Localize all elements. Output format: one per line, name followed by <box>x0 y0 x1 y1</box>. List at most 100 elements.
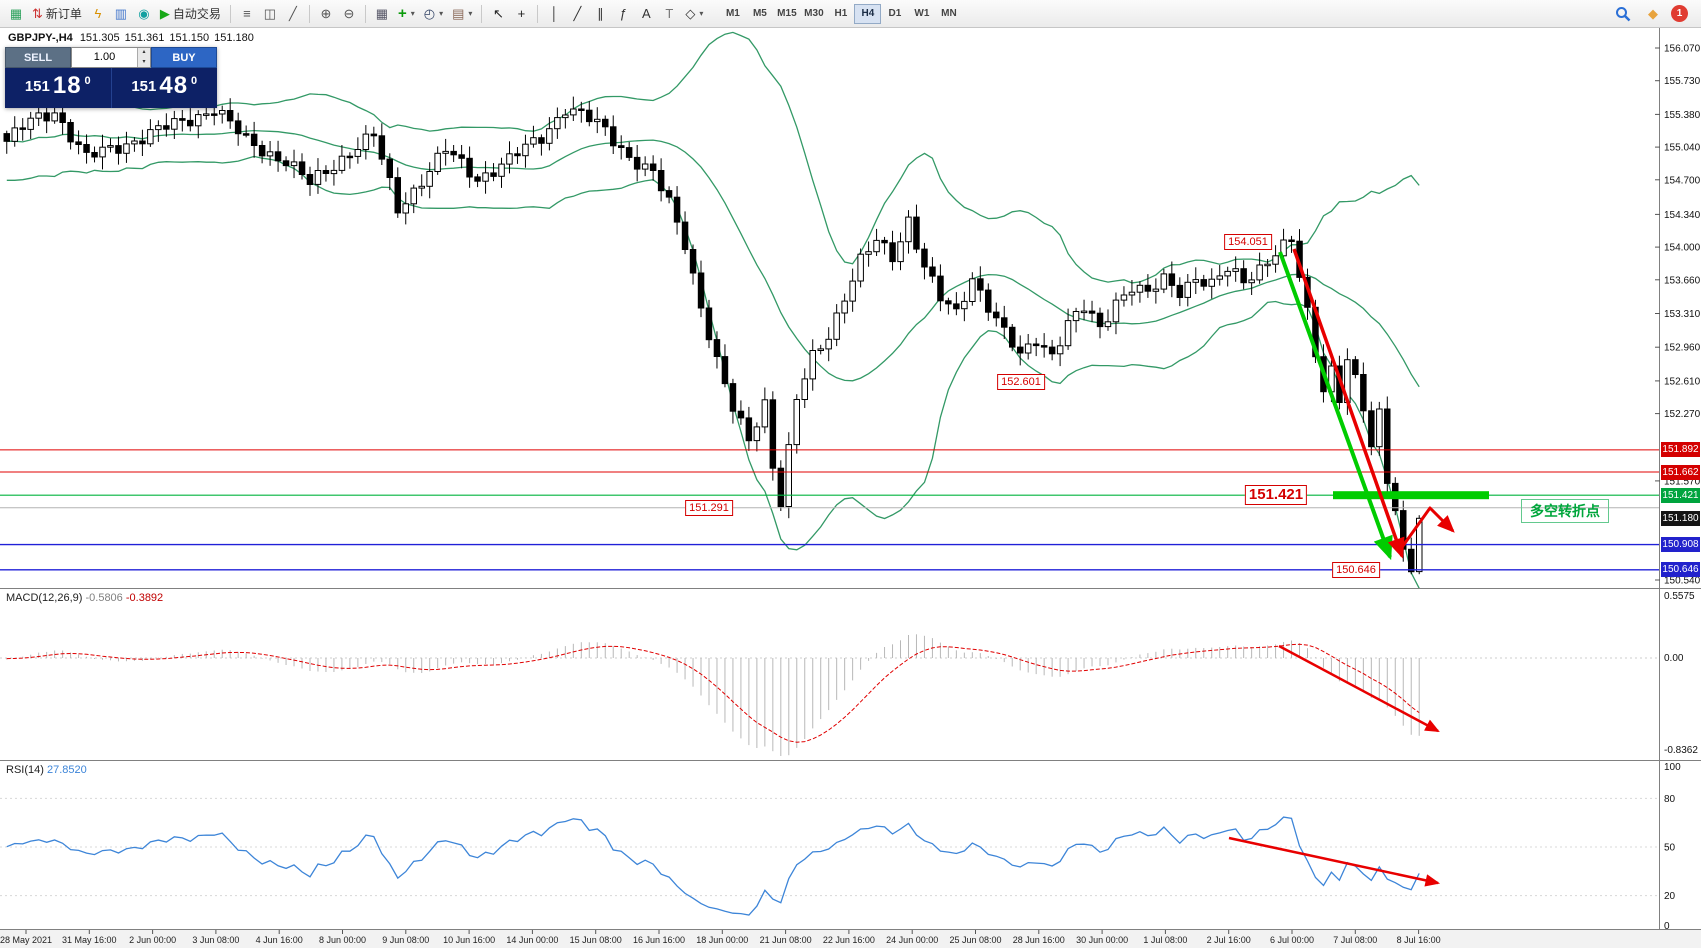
caret-icon: ▾ <box>699 9 704 18</box>
toolbar-group: ▦ + ▾ ◴ ▾ ▤ ▾ <box>371 3 476 25</box>
zoom-out-icon: ⊖ <box>343 6 355 21</box>
lot-size-input[interactable]: 1.00 ▴ ▾ <box>71 47 151 68</box>
svg-text:80: 80 <box>1664 794 1676 805</box>
timeframe-mn[interactable]: MN <box>941 8 957 19</box>
label-button[interactable]: T <box>658 3 680 25</box>
lot-increase-button[interactable]: ▴ <box>138 48 150 58</box>
crosshair-button[interactable]: + <box>510 3 532 25</box>
bid-price-display[interactable]: 151 18 0 <box>5 68 111 108</box>
svg-text:10 Jun 16:00: 10 Jun 16:00 <box>443 935 495 945</box>
channel-icon: ∥ <box>597 6 604 21</box>
toolbar-group: ▦ ⇅ 新订单 ϟ ▥ ◉ ▶ 自动交易 <box>5 3 225 25</box>
support-bar[interactable] <box>1333 491 1489 500</box>
vline-button[interactable]: │ <box>543 3 565 25</box>
timeframe-m30[interactable]: M30 <box>804 8 824 19</box>
search-button[interactable] <box>1611 3 1635 25</box>
price-axis-badge: 151.421 <box>1661 487 1700 503</box>
lightning-button[interactable]: ϟ <box>87 3 109 25</box>
market-depth-button[interactable]: ▥ <box>110 3 132 25</box>
svg-text:21 Jun 08:00: 21 Jun 08:00 <box>760 935 812 945</box>
chart-price-label[interactable]: 154.051 <box>1224 234 1272 251</box>
timeframe-w1[interactable]: W1 <box>914 8 930 19</box>
new-order-label: 新订单 <box>45 7 82 21</box>
indicators-button[interactable]: + ▾ <box>394 3 419 25</box>
chart-price-label[interactable]: 150.646 <box>1332 561 1380 578</box>
svg-text:2 Jul 16:00: 2 Jul 16:00 <box>1207 935 1251 945</box>
lot-decrease-button[interactable]: ▾ <box>138 57 150 67</box>
chart-annotation-text[interactable]: 多空转折点 <box>1521 499 1609 523</box>
svg-text:152.610: 152.610 <box>1664 376 1701 387</box>
channel-button[interactable]: ∥ <box>589 3 611 25</box>
quote-open: 151.305 <box>79 32 120 44</box>
time-axis-background <box>0 930 1701 948</box>
market-depth-icon: ▥ <box>114 6 128 21</box>
templates-button[interactable]: ▤ ▾ <box>448 3 476 25</box>
community-orange-icon: ◆ <box>1648 6 1658 21</box>
sell-button[interactable]: SELL <box>5 47 71 68</box>
svg-text:9 Jun 08:00: 9 Jun 08:00 <box>382 935 429 945</box>
lot-size-value[interactable]: 1.00 <box>93 51 116 63</box>
buy-button[interactable]: BUY <box>151 47 217 68</box>
price-axis[interactable]: 156.070 155.730 155.380 155.040 154.700 154.3… <box>1655 44 1701 933</box>
autotrade-icon: ▶ <box>159 6 170 21</box>
trendline-icon: ╱ <box>573 6 582 21</box>
price-axis-badge: 151.892 <box>1661 442 1700 458</box>
ask-price-display[interactable]: 151 48 0 <box>110 68 218 108</box>
timeframe-m5[interactable]: M5 <box>752 8 767 19</box>
lightning-icon: ϟ <box>94 6 102 21</box>
trendline-button[interactable]: ╱ <box>566 3 588 25</box>
bars-chart-button[interactable]: ≡ <box>236 3 258 25</box>
time-axis[interactable]: 28 May 2021 31 May 16:00 2 Jun 00:00 3 Jun … <box>0 930 1441 945</box>
shapes-button[interactable]: ◇ ▾ <box>681 3 707 25</box>
svg-text:25 Jun 08:00: 25 Jun 08:00 <box>949 935 1001 945</box>
trend-arrows[interactable] <box>1228 248 1455 887</box>
rsi-indicator-label: RSI(14) 27.8520 <box>6 764 87 776</box>
svg-text:22 Jun 16:00: 22 Jun 16:00 <box>823 935 875 945</box>
timeframe-d1[interactable]: D1 <box>888 8 902 19</box>
svg-text:6 Jul 00:00: 6 Jul 00:00 <box>1270 935 1314 945</box>
community-icon: ◉ <box>138 6 150 21</box>
notifications-badge[interactable]: 1 <box>1671 5 1688 22</box>
svg-text:4 Jun 16:00: 4 Jun 16:00 <box>256 935 303 945</box>
cursor-button[interactable]: ↖ <box>487 3 509 25</box>
chart-price-label[interactable]: 151.421 <box>1244 485 1308 506</box>
ask-prefix: 151 <box>131 78 157 95</box>
community-button[interactable]: ◉ <box>133 3 155 25</box>
chart-new-button[interactable]: ▦ <box>5 3 27 25</box>
svg-text:154.700: 154.700 <box>1664 175 1701 186</box>
macd-indicator-label: MACD(12,26,9) -0.5806 -0.3892 <box>6 592 163 604</box>
text-icon: A <box>642 6 651 21</box>
toolbar-right: ◆ 1 <box>1611 3 1696 25</box>
timeframe-m1[interactable]: M1 <box>725 8 740 19</box>
panel-separators[interactable] <box>0 28 1701 930</box>
tile-windows-button[interactable]: ▦ <box>371 3 393 25</box>
periods-button[interactable]: ◴ ▾ <box>420 3 447 25</box>
candles-chart-button[interactable]: ◫ <box>259 3 281 25</box>
zoom-out-button[interactable]: ⊖ <box>338 3 360 25</box>
fibonacci-button[interactable]: ƒ <box>612 3 634 25</box>
timeframe-h4[interactable]: H4 <box>854 3 882 24</box>
timeframe-m15[interactable]: M15 <box>777 8 797 19</box>
new-order-button[interactable]: ⇅ 新订单 <box>28 3 86 25</box>
svg-text:7 Jul 08:00: 7 Jul 08:00 <box>1333 935 1377 945</box>
zoom-in-button[interactable]: ⊕ <box>315 3 337 25</box>
chart-price-label[interactable]: 152.601 <box>997 373 1045 390</box>
text-button[interactable]: A <box>635 3 657 25</box>
community-orange-button[interactable]: ◆ <box>1642 3 1664 25</box>
timeframe-h1[interactable]: H1 <box>834 8 848 19</box>
svg-text:156.070: 156.070 <box>1664 44 1701 55</box>
chart-price-label[interactable]: 151.291 <box>685 499 733 516</box>
price-axis-badge: 151.180 <box>1661 510 1700 526</box>
autotrade-button[interactable]: ▶ 自动交易 <box>156 3 225 25</box>
vline-icon: │ <box>550 6 559 21</box>
svg-text:15 Jun 08:00: 15 Jun 08:00 <box>570 935 622 945</box>
timeframe-group: M1 M5 M15 M30 H1 H4 D1 W1 MN <box>719 3 962 24</box>
periods-icon: ◴ <box>423 6 436 21</box>
candles-layer <box>3 96 1423 575</box>
toolbar-separator <box>364 4 366 23</box>
line-chart-button[interactable]: ╱ <box>282 3 304 25</box>
line-chart-icon: ╱ <box>289 6 297 21</box>
quote-low: 151.150 <box>169 32 210 44</box>
